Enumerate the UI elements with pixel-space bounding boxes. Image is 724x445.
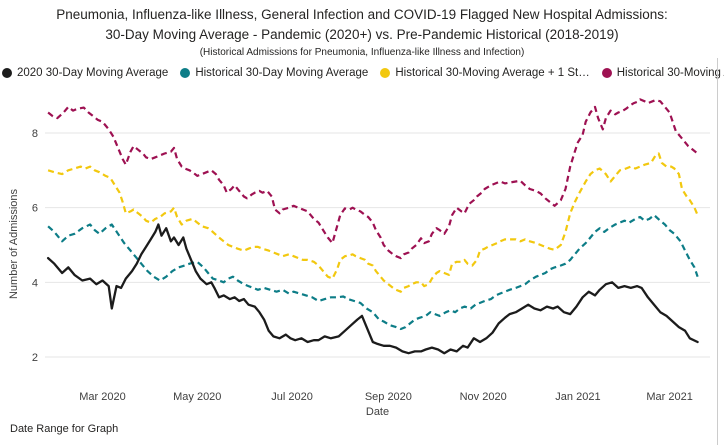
x-axis-title: Date — [366, 406, 389, 418]
legend-dot-icon — [601, 68, 612, 78]
legend-item-historical-plus-1-std[interactable]: Historical 30-Moving Average + 1 St… — [380, 67, 590, 79]
series-line-2[interactable] — [47, 152, 699, 293]
y-tick-label: 2 — [32, 352, 38, 364]
legend-dot-icon — [2, 68, 12, 78]
legend-item-historical-plus-2-std[interactable]: Historical 30-Moving Av… — [601, 67, 724, 79]
y-tick-label: 4 — [32, 277, 38, 289]
date-range-slicer-label: Date Range for Graph — [10, 423, 119, 435]
chart-subtitle: (Historical Admissions for Pneumonia, In… — [199, 47, 525, 58]
x-tick-label: Jan 2021 — [555, 391, 600, 403]
panel-divider — [717, 58, 718, 445]
legend-item-label: Historical 30-Moving Av… — [616, 67, 724, 79]
x-tick-label: Jul 2020 — [271, 391, 313, 403]
x-tick-label: Nov 2020 — [460, 391, 507, 403]
y-axis-title: Number of Admissions — [8, 188, 20, 299]
admissions-line-chart[interactable]: 2 4 6 8 Mar 2020 May 2020 Jul 2020 Sep 2020 Nov … — [0, 84, 724, 420]
series-line-0[interactable] — [46, 223, 699, 355]
x-tick-label: May 2020 — [173, 391, 221, 403]
legend-dot-icon — [380, 68, 391, 78]
legend-item-2020-moving-average[interactable]: 2020 30-Day Moving Average — [2, 67, 168, 79]
chart-legend: 2020 30-Day Moving Average Historical 30… — [2, 64, 724, 82]
chart-title-line1: Pneumonia, Influenza-like Illness, Gener… — [56, 7, 668, 22]
legend-item-label: Historical 30-Moving Average + 1 St… — [395, 67, 590, 79]
y-tick-label: 6 — [32, 203, 38, 215]
legend-dot-icon — [180, 68, 191, 78]
x-tick-label: Mar 2021 — [646, 391, 692, 403]
legend-item-label: Historical 30-Day Moving Average — [195, 67, 369, 79]
legend-item-label: 2020 30-Day Moving Average — [17, 67, 169, 79]
x-tick-label: Sep 2020 — [365, 391, 412, 403]
y-tick-label: 8 — [32, 128, 38, 140]
series-line-3[interactable] — [47, 98, 699, 260]
legend-item-historical-moving-average[interactable]: Historical 30-Day Moving Average — [180, 67, 368, 79]
chart-title-line2: 30-Day Moving Average - Pandemic (2020+)… — [105, 27, 619, 42]
x-tick-label: Mar 2020 — [79, 391, 125, 403]
series-line-1[interactable] — [47, 214, 699, 331]
